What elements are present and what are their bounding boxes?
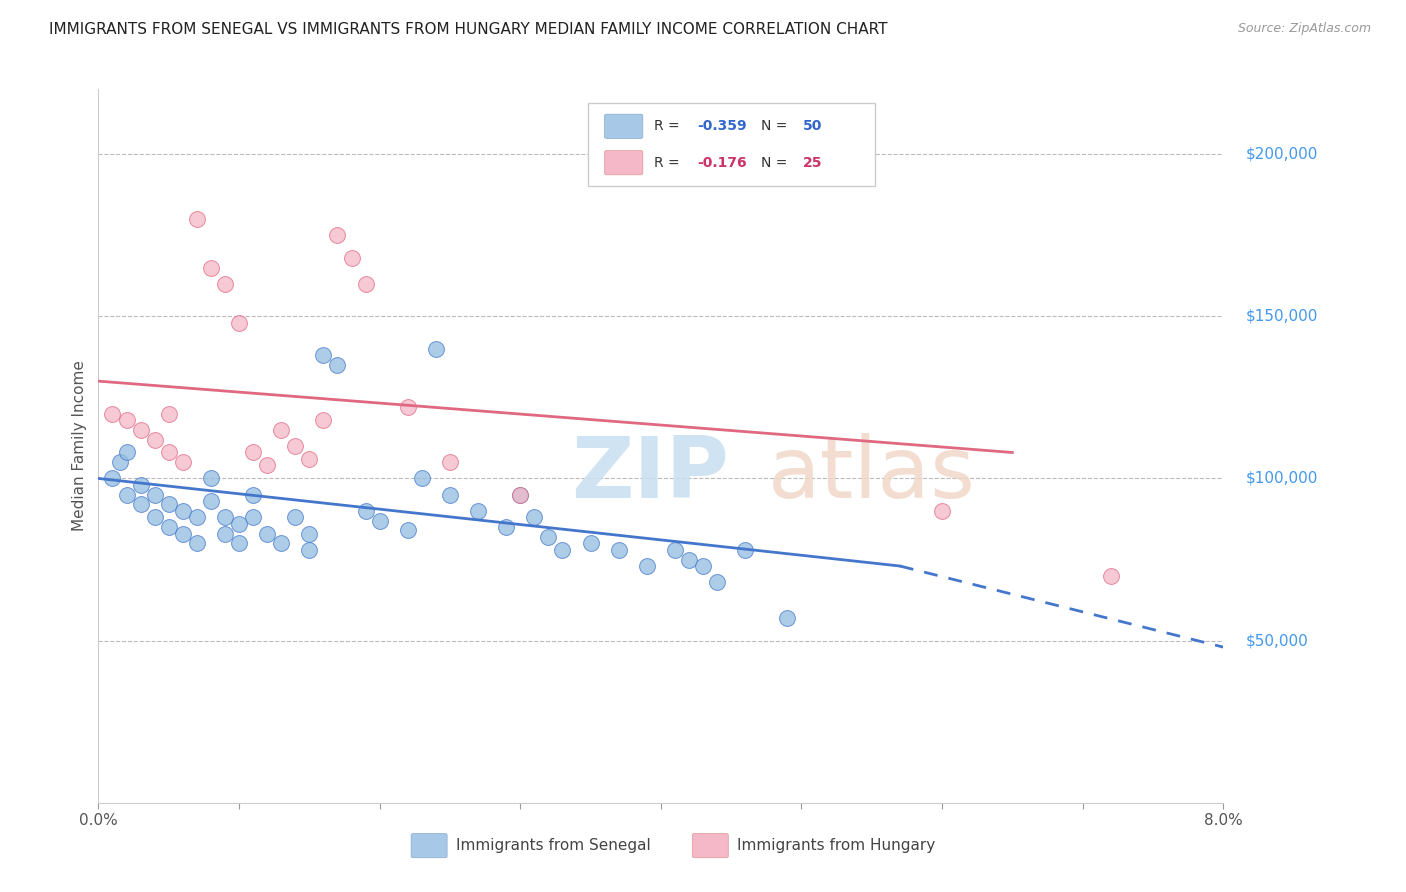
Point bbox=[734, 542, 756, 557]
Point bbox=[214, 277, 236, 291]
Point bbox=[354, 277, 377, 291]
Point bbox=[312, 348, 335, 362]
Point bbox=[312, 413, 335, 427]
Point bbox=[298, 542, 321, 557]
Point bbox=[326, 228, 349, 243]
Text: R =: R = bbox=[654, 120, 685, 133]
Point bbox=[157, 445, 180, 459]
Point bbox=[692, 559, 714, 574]
Point bbox=[228, 316, 250, 330]
Text: N =: N = bbox=[761, 156, 792, 169]
Point bbox=[108, 455, 131, 469]
Point bbox=[439, 488, 461, 502]
Y-axis label: Median Family Income: Median Family Income bbox=[72, 360, 87, 532]
Point bbox=[101, 471, 124, 485]
FancyBboxPatch shape bbox=[605, 151, 643, 175]
Point bbox=[157, 520, 180, 534]
Point bbox=[157, 407, 180, 421]
Point bbox=[537, 530, 560, 544]
Point bbox=[256, 458, 278, 473]
Point bbox=[340, 251, 363, 265]
Point bbox=[1099, 568, 1122, 582]
Point bbox=[270, 423, 292, 437]
Text: -0.176: -0.176 bbox=[697, 156, 747, 169]
Point bbox=[636, 559, 658, 574]
Text: N =: N = bbox=[761, 120, 792, 133]
Point bbox=[270, 536, 292, 550]
Point bbox=[186, 510, 208, 524]
Text: ZIP: ZIP bbox=[571, 433, 728, 516]
Point bbox=[228, 516, 250, 531]
Text: Immigrants from Senegal: Immigrants from Senegal bbox=[456, 838, 651, 853]
Point bbox=[579, 536, 602, 550]
Point bbox=[115, 445, 138, 459]
Point bbox=[467, 504, 489, 518]
FancyBboxPatch shape bbox=[411, 833, 447, 858]
Point bbox=[200, 494, 222, 508]
Point bbox=[200, 471, 222, 485]
FancyBboxPatch shape bbox=[605, 114, 643, 138]
Point bbox=[326, 358, 349, 372]
Text: $150,000: $150,000 bbox=[1246, 309, 1317, 324]
Point bbox=[186, 211, 208, 226]
Point bbox=[228, 536, 250, 550]
Point bbox=[186, 536, 208, 550]
Point bbox=[298, 452, 321, 467]
Point bbox=[129, 423, 152, 437]
Point bbox=[776, 611, 799, 625]
Point bbox=[523, 510, 546, 524]
Text: IMMIGRANTS FROM SENEGAL VS IMMIGRANTS FROM HUNGARY MEDIAN FAMILY INCOME CORRELAT: IMMIGRANTS FROM SENEGAL VS IMMIGRANTS FR… bbox=[49, 22, 887, 37]
FancyBboxPatch shape bbox=[588, 103, 875, 186]
Point bbox=[242, 488, 264, 502]
Point bbox=[157, 497, 180, 511]
Text: -0.359: -0.359 bbox=[697, 120, 747, 133]
Text: $100,000: $100,000 bbox=[1246, 471, 1317, 486]
Point bbox=[396, 524, 419, 538]
Point bbox=[354, 504, 377, 518]
Text: Source: ZipAtlas.com: Source: ZipAtlas.com bbox=[1237, 22, 1371, 36]
Point bbox=[931, 504, 953, 518]
Text: 50: 50 bbox=[803, 120, 823, 133]
Point bbox=[129, 497, 152, 511]
Point bbox=[284, 439, 307, 453]
Point bbox=[200, 260, 222, 275]
Text: atlas: atlas bbox=[768, 433, 976, 516]
Point bbox=[678, 552, 700, 566]
Point bbox=[242, 510, 264, 524]
Point bbox=[298, 526, 321, 541]
Point bbox=[115, 488, 138, 502]
Point bbox=[129, 478, 152, 492]
Point bbox=[172, 455, 194, 469]
Point bbox=[143, 510, 166, 524]
Point bbox=[256, 526, 278, 541]
Text: Immigrants from Hungary: Immigrants from Hungary bbox=[737, 838, 935, 853]
Text: $200,000: $200,000 bbox=[1246, 146, 1317, 161]
Point bbox=[172, 504, 194, 518]
Point bbox=[664, 542, 686, 557]
Point bbox=[143, 433, 166, 447]
Point bbox=[396, 400, 419, 414]
Point bbox=[439, 455, 461, 469]
Text: $50,000: $50,000 bbox=[1246, 633, 1309, 648]
Text: R =: R = bbox=[654, 156, 685, 169]
Point bbox=[495, 520, 517, 534]
FancyBboxPatch shape bbox=[692, 833, 728, 858]
Point bbox=[607, 542, 630, 557]
Point bbox=[368, 514, 391, 528]
Point bbox=[214, 526, 236, 541]
Point bbox=[242, 445, 264, 459]
Point bbox=[172, 526, 194, 541]
Point bbox=[284, 510, 307, 524]
Text: 25: 25 bbox=[803, 156, 823, 169]
Point bbox=[214, 510, 236, 524]
Point bbox=[509, 488, 531, 502]
Point bbox=[551, 542, 574, 557]
Point bbox=[101, 407, 124, 421]
Point bbox=[143, 488, 166, 502]
Point bbox=[509, 488, 531, 502]
Point bbox=[411, 471, 433, 485]
Point bbox=[115, 413, 138, 427]
Point bbox=[425, 342, 447, 356]
Point bbox=[706, 575, 728, 590]
